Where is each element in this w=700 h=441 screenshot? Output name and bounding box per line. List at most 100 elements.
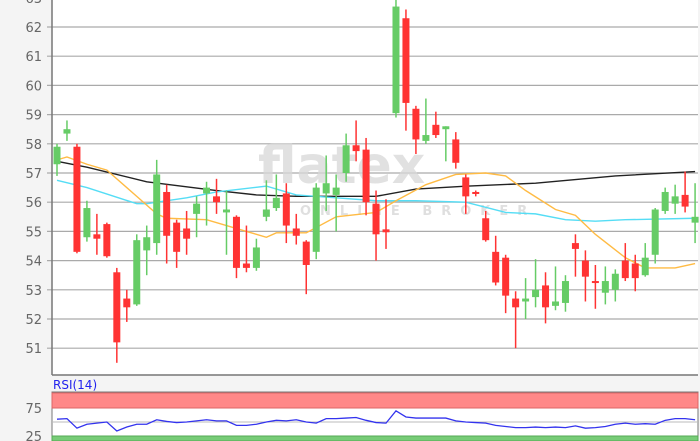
candle-body bbox=[183, 228, 191, 239]
candle bbox=[153, 159, 161, 255]
candle bbox=[542, 272, 550, 324]
candle-body bbox=[492, 251, 500, 283]
candle-body bbox=[591, 281, 599, 284]
candle bbox=[342, 133, 350, 182]
candle-body bbox=[213, 196, 221, 203]
candle-body bbox=[163, 191, 171, 236]
candle-body bbox=[611, 273, 619, 290]
candle bbox=[133, 234, 141, 306]
candle bbox=[392, 0, 400, 118]
watermark-logo: flatex ONLINE BROKER bbox=[258, 136, 527, 219]
candle bbox=[571, 234, 579, 277]
candle bbox=[502, 254, 510, 314]
candle-body bbox=[332, 187, 340, 195]
candle bbox=[462, 174, 470, 214]
candle bbox=[103, 222, 111, 258]
candle-body bbox=[113, 272, 121, 343]
candle bbox=[282, 183, 290, 244]
candle bbox=[113, 267, 121, 363]
price-axis-ticks: 51 52 53 54 55 56 57 58 59 60 61 62 63 bbox=[25, 0, 42, 357]
candle-body bbox=[631, 263, 639, 279]
candle bbox=[452, 132, 460, 169]
candle-body bbox=[392, 6, 400, 114]
candle-body bbox=[661, 191, 669, 211]
candle bbox=[53, 143, 61, 176]
rsi-tick-label: 25 bbox=[25, 430, 42, 441]
candle-body bbox=[512, 298, 520, 308]
candle-body bbox=[103, 224, 111, 257]
candle bbox=[332, 174, 340, 232]
candle bbox=[591, 264, 599, 309]
candle-body bbox=[412, 108, 420, 140]
candle bbox=[183, 210, 191, 255]
candle bbox=[621, 243, 629, 282]
candle-body bbox=[63, 129, 71, 134]
candle-body bbox=[641, 257, 649, 276]
candle-body bbox=[312, 187, 320, 252]
candle bbox=[372, 190, 380, 261]
candle bbox=[402, 9, 410, 131]
y-tick-label: 55 bbox=[25, 225, 42, 240]
candle-body bbox=[242, 263, 250, 268]
candle-body bbox=[621, 260, 629, 279]
candle-body bbox=[432, 124, 440, 136]
candle bbox=[163, 184, 171, 264]
candle bbox=[193, 196, 201, 238]
candle-body bbox=[452, 139, 460, 163]
candle-body bbox=[352, 145, 360, 152]
candle bbox=[203, 181, 211, 226]
candle-body bbox=[143, 237, 151, 251]
candle bbox=[213, 178, 221, 214]
y-tick-label: 56 bbox=[25, 196, 42, 211]
candle-body bbox=[222, 209, 230, 213]
candle-body bbox=[93, 234, 101, 239]
candle bbox=[422, 98, 430, 144]
candle bbox=[262, 180, 270, 222]
candle bbox=[532, 259, 540, 308]
candle bbox=[173, 219, 181, 268]
candle-body bbox=[173, 222, 181, 252]
candle bbox=[651, 208, 659, 264]
candle-body bbox=[502, 257, 510, 296]
candle bbox=[641, 243, 649, 277]
candle bbox=[312, 183, 320, 260]
candle-body bbox=[73, 146, 81, 252]
rsi-panel: 75 25 bbox=[25, 392, 699, 441]
y-tick-label: 54 bbox=[25, 255, 42, 270]
candle-body bbox=[342, 145, 350, 173]
y-tick-label: 52 bbox=[25, 313, 42, 328]
candle bbox=[552, 266, 559, 311]
candle bbox=[63, 120, 71, 141]
candle bbox=[681, 171, 689, 213]
candle bbox=[232, 215, 240, 279]
candle-body bbox=[522, 298, 530, 302]
rsi-title: RSI(14) bbox=[53, 378, 97, 392]
candle-body bbox=[83, 208, 91, 238]
candle bbox=[382, 199, 390, 249]
candle-body bbox=[442, 126, 450, 130]
candle-body bbox=[302, 241, 310, 265]
candle-body bbox=[581, 260, 589, 277]
candle-body bbox=[571, 243, 579, 249]
y-tick-label: 60 bbox=[25, 79, 42, 94]
candle bbox=[671, 184, 679, 214]
candle bbox=[631, 254, 639, 292]
y-tick-label: 62 bbox=[25, 21, 42, 36]
candle-body bbox=[681, 194, 689, 207]
candle-body bbox=[232, 216, 240, 268]
y-tick-label: 51 bbox=[25, 342, 42, 357]
candle-body bbox=[651, 209, 659, 255]
candle-body bbox=[193, 203, 201, 214]
candle bbox=[512, 291, 520, 349]
candle bbox=[611, 269, 619, 302]
candle bbox=[242, 225, 250, 273]
candle-body bbox=[382, 229, 390, 233]
candle-body bbox=[472, 191, 480, 194]
candle bbox=[93, 213, 101, 255]
candle bbox=[302, 240, 310, 295]
candle bbox=[272, 174, 280, 211]
candle-body bbox=[561, 281, 569, 303]
candle-body bbox=[552, 301, 559, 306]
candle-body bbox=[282, 193, 290, 226]
